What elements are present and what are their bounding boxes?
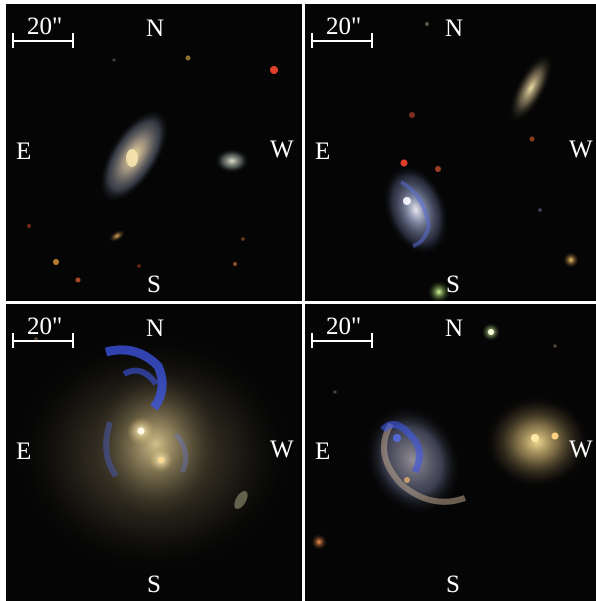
- north-label: N: [445, 315, 464, 342]
- west-label: W: [270, 436, 294, 463]
- south-label: S: [446, 571, 460, 598]
- east-label: E: [16, 438, 32, 465]
- west-label: W: [270, 136, 294, 163]
- scale-bar: 20": [311, 313, 375, 348]
- galaxy-image-top-left: [6, 4, 302, 301]
- scale-bar: 20": [12, 313, 76, 348]
- panel-bottom-right: N S E W 20": [305, 304, 596, 601]
- south-label: S: [147, 271, 161, 298]
- east-label: E: [16, 138, 32, 165]
- panel-top-left: N S E W 20": [6, 4, 302, 301]
- east-label: E: [315, 438, 331, 465]
- east-label: E: [315, 138, 331, 165]
- north-label: N: [146, 15, 165, 42]
- west-label: W: [569, 436, 593, 463]
- scale-bar-label: 20": [326, 313, 362, 340]
- scale-bar-label: 20": [27, 313, 63, 340]
- north-label: N: [146, 315, 165, 342]
- scale-bar: 20": [12, 13, 76, 48]
- scale-bar: 20": [311, 13, 375, 48]
- scale-bar-label: 20": [326, 13, 362, 40]
- galaxy-image-bottom-left: [6, 304, 302, 601]
- panel-bottom-left: N S E W 20": [6, 304, 302, 601]
- scale-bar-label: 20": [27, 13, 63, 40]
- south-label: S: [446, 271, 460, 298]
- west-label: W: [569, 136, 593, 163]
- galaxy-image-top-right: [305, 4, 596, 301]
- galaxy-image-bottom-right: [305, 304, 596, 601]
- south-label: S: [147, 571, 161, 598]
- panel-top-right: N S E W 20": [305, 4, 596, 301]
- north-label: N: [445, 15, 464, 42]
